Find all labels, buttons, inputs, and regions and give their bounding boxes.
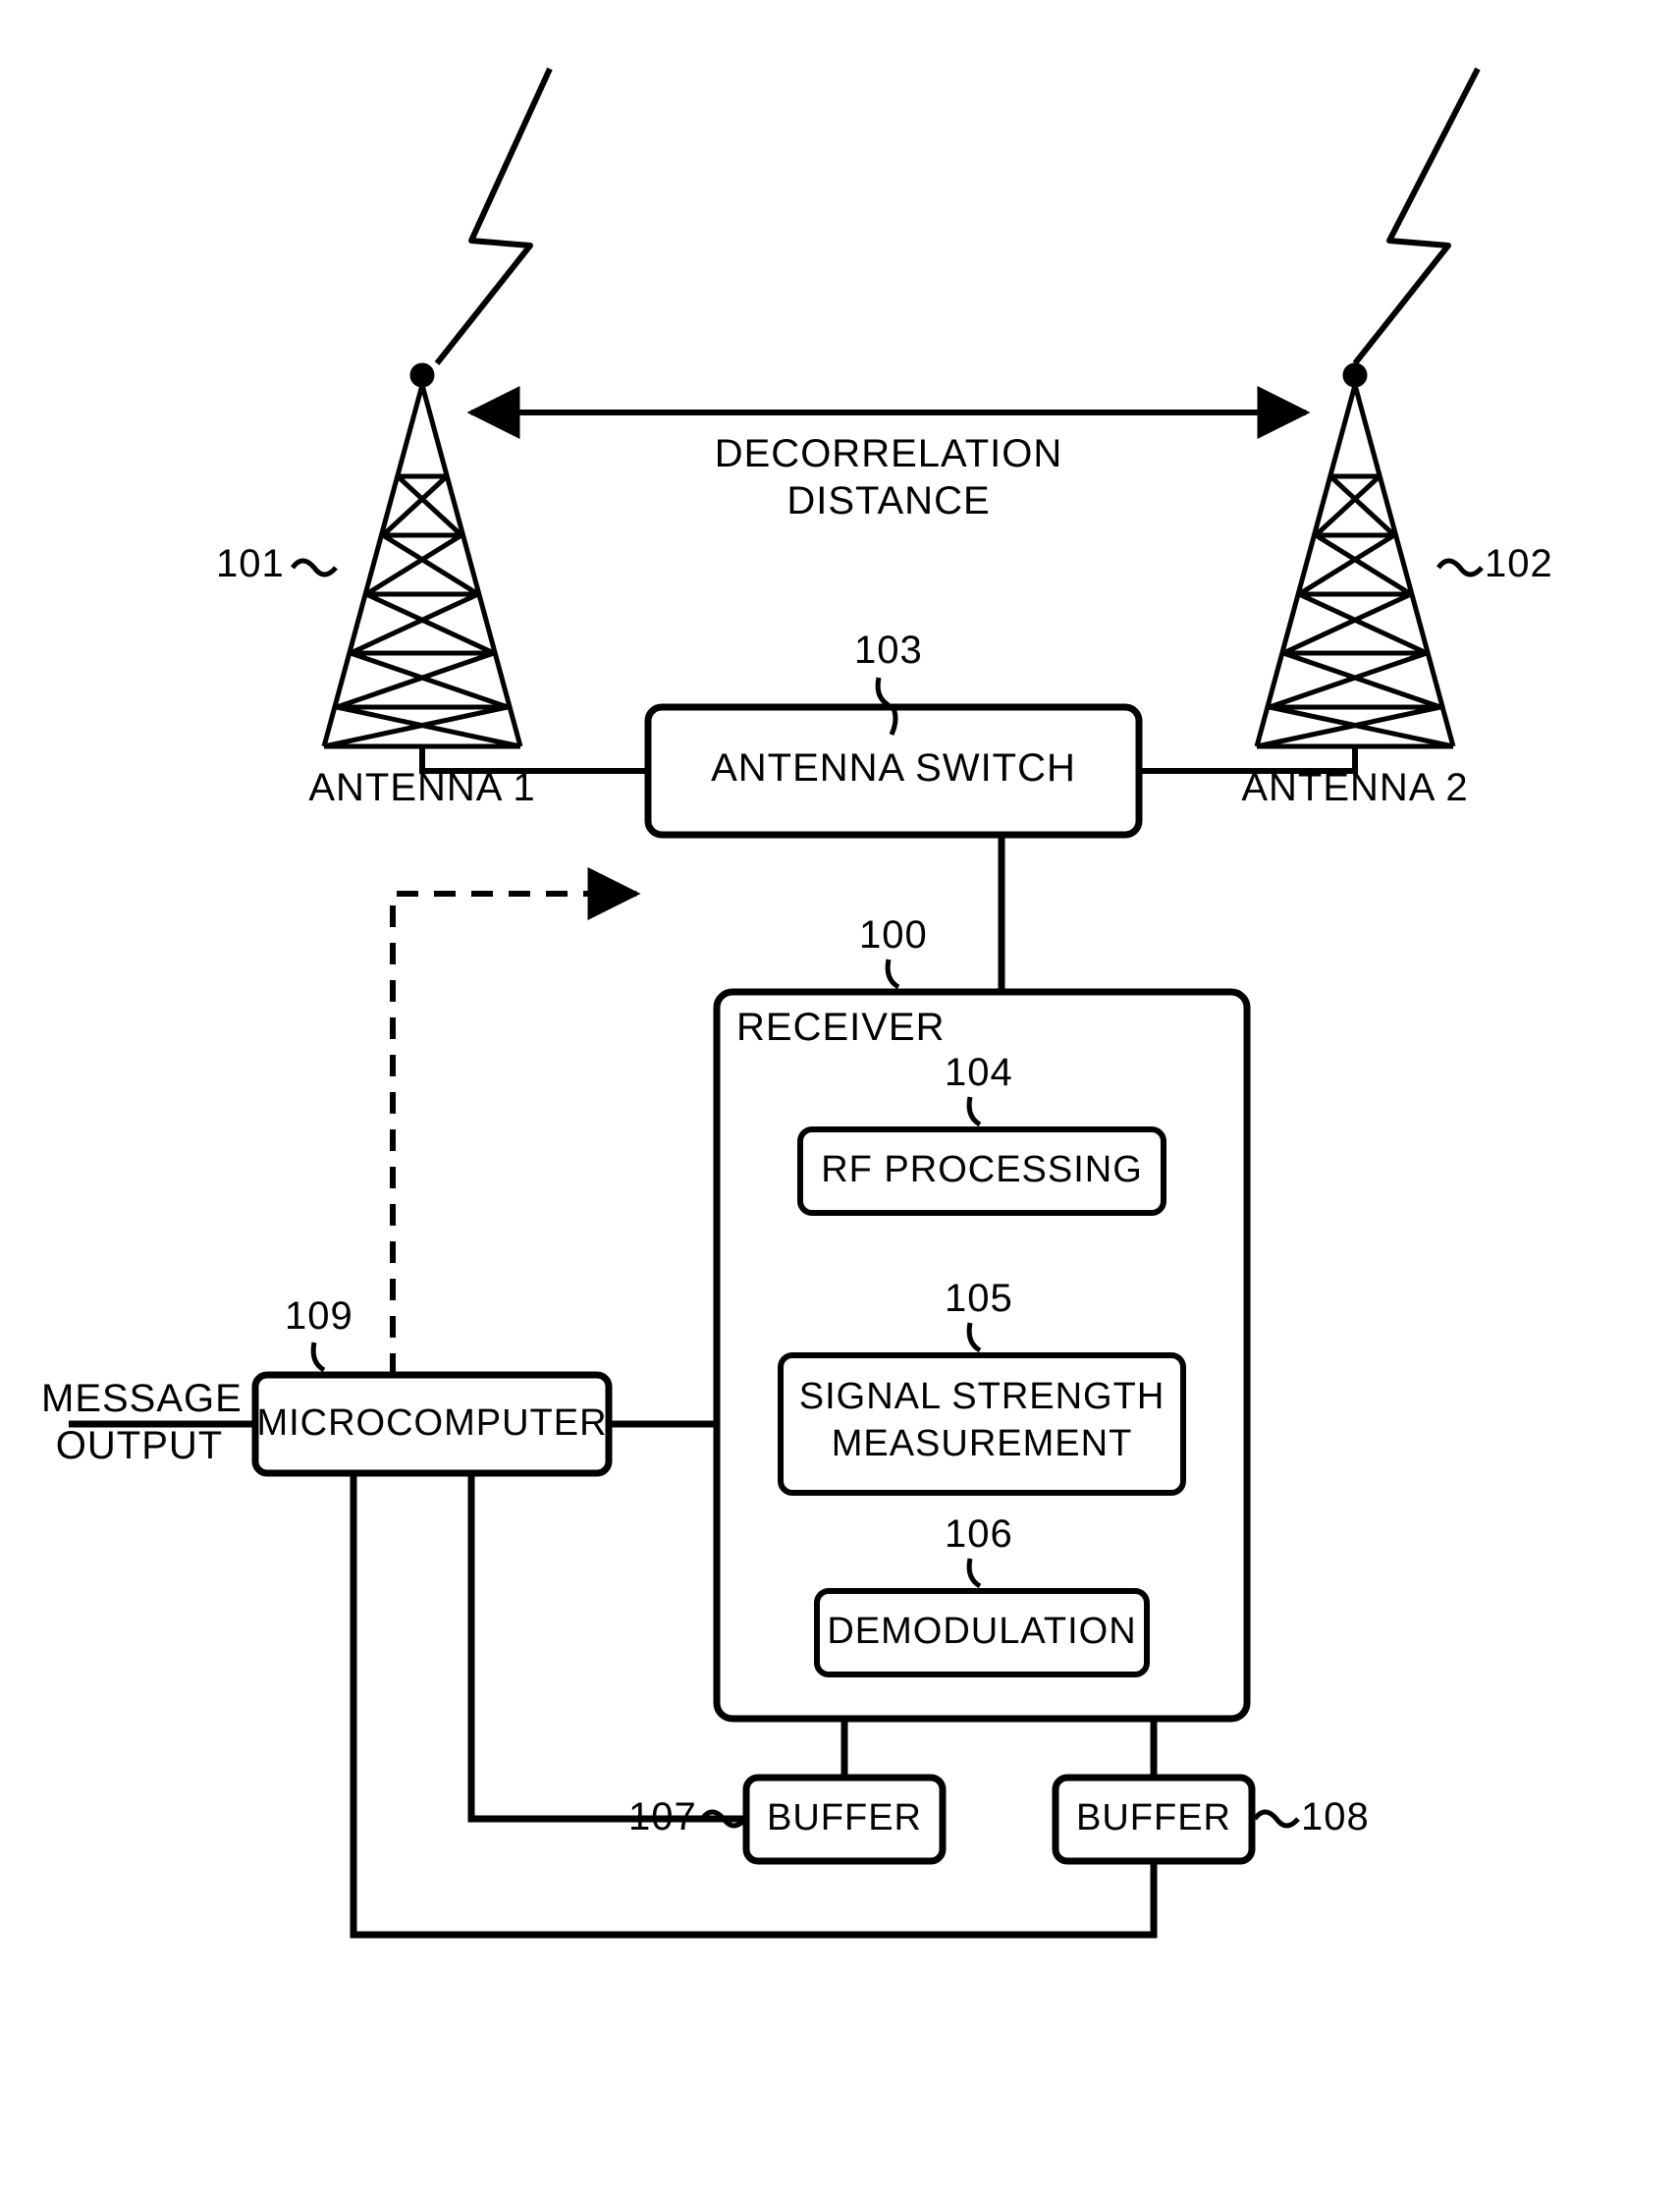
demodulation-label: DEMODULATION <box>817 1611 1147 1653</box>
buffer2-label: BUFFER <box>1056 1797 1252 1839</box>
antenna2-label: ANTENNA 2 <box>1237 766 1473 810</box>
microcomputer-label: MICROCOMPUTER <box>255 1402 609 1445</box>
buffer1-label: BUFFER <box>746 1797 943 1839</box>
ref-101: 101 <box>216 542 285 586</box>
rf-processing-label: RF PROCESSING <box>800 1149 1164 1191</box>
ref-100: 100 <box>859 913 928 958</box>
ref-102: 102 <box>1485 542 1553 586</box>
ref-106: 106 <box>945 1512 1013 1557</box>
signal-bolt-right <box>1355 69 1478 363</box>
ref-101-tilde <box>293 561 336 575</box>
diagram-svg <box>0 0 1680 2194</box>
ref-109: 109 <box>285 1294 353 1339</box>
decorrelation-label: DECORRELATION DISTANCE <box>687 430 1090 524</box>
ref-109-hook <box>313 1343 324 1370</box>
ref-104: 104 <box>945 1051 1013 1095</box>
message-output-label: MESSAGE OUTPUT <box>41 1375 238 1469</box>
signal-strength-label: SIGNAL STRENGTH MEASUREMENT <box>781 1373 1183 1467</box>
antenna-switch-label: ANTENNA SWITCH <box>648 746 1139 791</box>
ref-108: 108 <box>1301 1795 1370 1839</box>
ref-107: 107 <box>628 1795 697 1839</box>
antenna1-label: ANTENNA 1 <box>304 766 540 810</box>
ref-103: 103 <box>854 629 923 673</box>
signal-bolt-left <box>437 69 550 363</box>
conn-dashed-control <box>393 894 636 1375</box>
ref-108-tilde <box>1255 1812 1298 1826</box>
ref-100-hook <box>888 960 898 987</box>
antenna-tower-1 <box>324 365 520 746</box>
receiver-label: RECEIVER <box>736 1006 946 1050</box>
ref-103-hook <box>878 678 889 705</box>
antenna-tower-2 <box>1257 365 1453 746</box>
conn-micro-buf1 <box>471 1473 746 1819</box>
ref-102-tilde <box>1438 561 1482 575</box>
ref-105: 105 <box>945 1277 1013 1321</box>
